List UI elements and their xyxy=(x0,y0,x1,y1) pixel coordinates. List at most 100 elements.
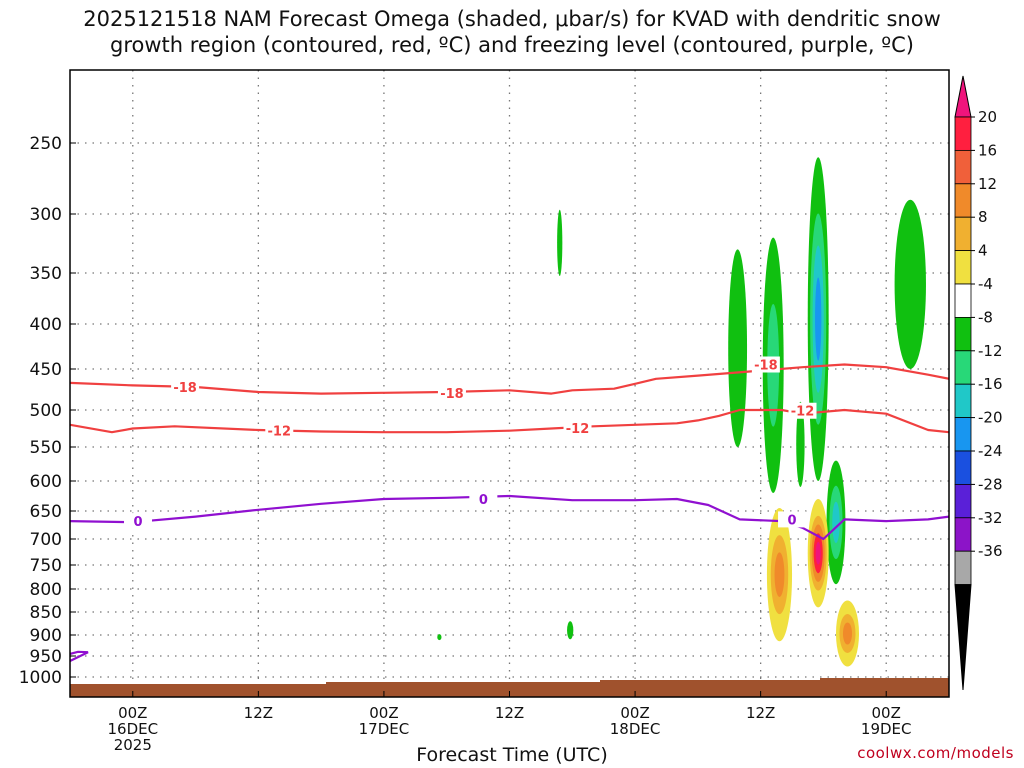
contour-label-bg-5 xyxy=(788,402,817,419)
contour-label-8: 0 xyxy=(788,513,797,528)
omega-blob-8-0 xyxy=(894,199,926,369)
chart-title-line1: 2025121518 NAM Forecast Omega (shaded, μ… xyxy=(83,7,941,31)
y-tick-label-400: 400 xyxy=(30,315,62,335)
omega-blob-1-0 xyxy=(437,634,442,641)
contour-label-0: -18 xyxy=(173,381,197,396)
colorbar-label-8: -16 xyxy=(978,375,1003,393)
x-tick-label-2-1: 17DEC xyxy=(359,720,410,738)
y-tick-label-800: 800 xyxy=(30,580,62,600)
y-tick-label-1000: 1000 xyxy=(19,668,62,688)
contour-label-bg-7 xyxy=(469,491,498,507)
colorbar-label-3: 8 xyxy=(978,208,988,226)
y-tick-label-600: 600 xyxy=(30,472,62,492)
contour-label-bg-0 xyxy=(171,379,200,396)
y-tick-label-950: 950 xyxy=(30,647,62,667)
terrain-surface xyxy=(70,678,949,697)
x-tick-label-1-0: 12Z xyxy=(244,704,273,722)
contour-label-bg-8 xyxy=(778,511,807,528)
contour-label-5: -12 xyxy=(791,405,815,420)
y-tick-label-300: 300 xyxy=(30,205,62,225)
contour-line--18-0 xyxy=(70,363,949,395)
chart-title: 2025121518 NAM Forecast Omega (shaded, μ… xyxy=(0,6,1024,58)
contour-lines xyxy=(70,363,949,662)
y-tick-label-850: 850 xyxy=(30,603,62,623)
colorbar-bottom-arrow xyxy=(954,584,972,691)
colorbar-segment-2 xyxy=(954,183,972,218)
contour-label-7: 0 xyxy=(479,493,488,508)
colorbar-label-1: 16 xyxy=(978,141,997,159)
y-tick-label-750: 750 xyxy=(30,556,62,576)
credit-text: coolwx.com/models xyxy=(857,744,1014,762)
colorbar-segment-1 xyxy=(954,149,972,185)
omega-blob-10-4 xyxy=(815,541,821,565)
x-tick-label-3-0: 12Z xyxy=(495,704,524,722)
contour-line-0-2 xyxy=(70,494,949,541)
colorbar-label-4: 4 xyxy=(978,242,988,260)
colorbar-top-arrow xyxy=(954,75,972,118)
terrain-fill xyxy=(70,678,949,697)
contour-label-3: -12 xyxy=(268,425,292,440)
colorbar-segment-3 xyxy=(954,216,972,251)
colorbar-label-9: -20 xyxy=(978,409,1003,427)
contour-label-6: 0 xyxy=(133,515,142,530)
x-tick-label-4-0: 00Z xyxy=(620,704,649,722)
omega-blob-0-0 xyxy=(557,209,563,277)
contour-labels: -18 -18 -18 -12 -12 -12 0 0 0 xyxy=(124,356,817,530)
x-tick-label-0-2: 2025 xyxy=(114,736,152,754)
colorbar: 20 16 12 8 4 -4 -8 -12 -16 -20 -24 -28 -32 -36 xyxy=(954,75,1003,691)
y-tick-label-350: 350 xyxy=(30,264,62,284)
colorbar-label-6: -8 xyxy=(978,308,993,326)
colorbar-segment-11 xyxy=(954,483,972,519)
colorbar-label-5: -4 xyxy=(978,275,993,293)
colorbar-segment-4 xyxy=(954,250,972,285)
x-tick-label-6-1: 19DEC xyxy=(861,720,912,738)
omega-blob-3-0 xyxy=(728,249,748,447)
omega-blob-2-0 xyxy=(567,621,574,640)
contour-label-bg-1 xyxy=(437,384,466,401)
colorbar-segment-9 xyxy=(954,417,972,452)
x-tick-label-0-1: 16DEC xyxy=(107,720,158,738)
colorbar-label-2: 12 xyxy=(978,175,997,193)
y-tick-label-700: 700 xyxy=(30,530,62,550)
y-tick-label-500: 500 xyxy=(30,401,62,421)
colorbar-segment-10 xyxy=(954,450,972,485)
colorbar-label-10: -24 xyxy=(978,442,1003,460)
colorbar-segment-5 xyxy=(954,283,972,318)
colorbar-label-7: -12 xyxy=(978,342,1003,360)
colorbar-segment-6 xyxy=(954,316,972,352)
colorbar-label-12: -32 xyxy=(978,509,1003,527)
colorbar-label-0: 20 xyxy=(978,108,997,126)
y-tick-label-250: 250 xyxy=(30,134,62,154)
contour-label-2: -18 xyxy=(754,359,778,374)
contour-label-4: -12 xyxy=(566,422,590,437)
omega-shading xyxy=(437,157,926,667)
colorbar-segment-13 xyxy=(954,550,972,586)
contour-label-1: -18 xyxy=(440,387,464,402)
chart-title-line2: growth region (contoured, red, ºC) and f… xyxy=(110,33,914,57)
x-tick-label-6-0: 00Z xyxy=(872,704,901,722)
omega-blob-7-2 xyxy=(832,501,840,544)
contour-line-0-hook xyxy=(70,650,89,662)
y-axis: 250 300 350 400 450 500 550 600 650 700 750 800 850 9… xyxy=(19,134,76,688)
x-tick-label-4-1: 18DEC xyxy=(610,720,661,738)
contour-label-bg-6 xyxy=(124,513,153,530)
y-tick-label-900: 900 xyxy=(30,626,62,646)
y-tick-label-550: 550 xyxy=(30,438,62,458)
y-tick-label-450: 450 xyxy=(30,360,62,380)
contour-label-bg-2 xyxy=(751,356,780,373)
x-tick-label-0-0: 00Z xyxy=(118,704,147,722)
contour-label-bg-3 xyxy=(265,422,294,439)
contour-line--12-1 xyxy=(70,408,949,434)
contour-label-bg-4 xyxy=(563,419,592,436)
x-tick-label-5-0: 12Z xyxy=(746,704,775,722)
x-tick-label-2-0: 00Z xyxy=(369,704,398,722)
omega-blob-6-3 xyxy=(815,277,822,361)
colorbar-segment-12 xyxy=(954,517,972,552)
colorbar-label-13: -36 xyxy=(978,542,1003,560)
colorbar-label-11: -28 xyxy=(978,475,1003,493)
colorbar-segment-0 xyxy=(954,116,972,151)
omega-blob-9-2 xyxy=(774,552,785,597)
colorbar-segment-8 xyxy=(954,383,972,419)
